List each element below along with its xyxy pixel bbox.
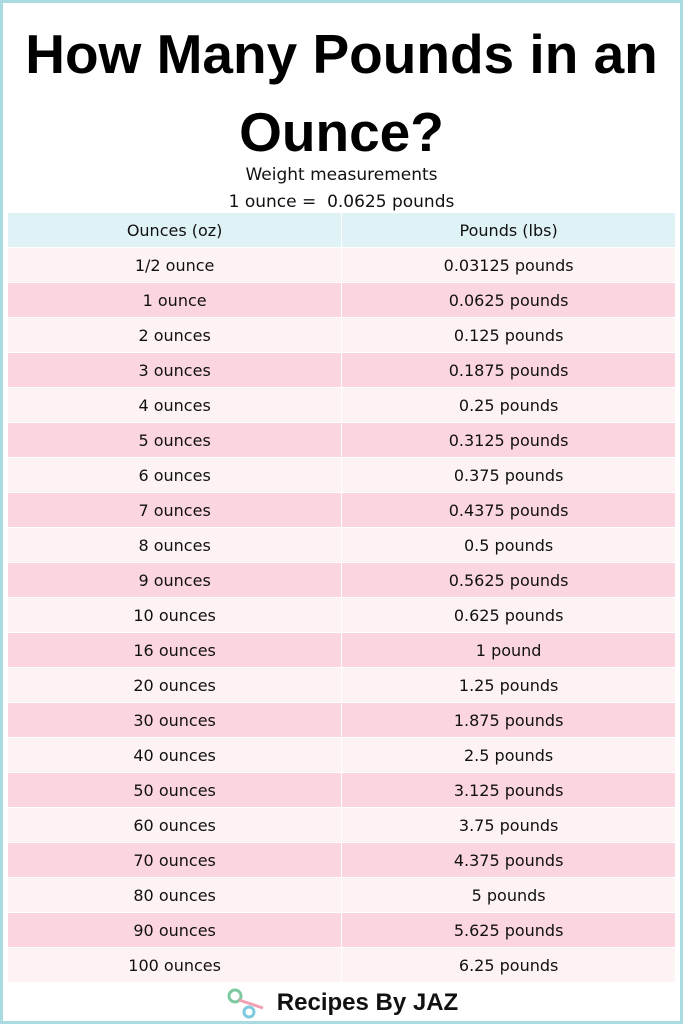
table-row: 80 ounces 5 pounds: [8, 877, 676, 913]
ounces-cell: 70 ounces: [8, 842, 343, 878]
pounds-cell: 0.25 pounds: [341, 387, 676, 423]
column-header: Ounces (oz): [8, 213, 343, 248]
table-row: 20 ounces 1.25 pounds: [8, 667, 676, 703]
formula: 1 ounce = 0.0625 pounds: [228, 192, 455, 212]
ounces-cell: 1 ounce: [8, 282, 343, 318]
header-row: Ounces (oz) Pounds (lbs): [8, 213, 676, 248]
pounds-cell: 0.0625 pounds: [341, 282, 676, 318]
ounces-cell: 90 ounces: [8, 912, 343, 948]
pounds-cell: 1.875 pounds: [341, 702, 676, 738]
table-row: 1/2 ounce 0.03125 pounds: [8, 247, 676, 283]
table-row: 2 ounces 0.125 pounds: [8, 317, 676, 353]
ounces-cell: 3 ounces: [8, 352, 343, 388]
ounces-cell: 7 ounces: [8, 492, 343, 528]
table-row: 100 ounces 6.25 pounds: [8, 947, 676, 983]
pounds-cell: 0.625 pounds: [341, 597, 676, 633]
ounces-cell: 4 ounces: [8, 387, 343, 423]
table-row: 50 ounces 3.125 pounds: [8, 772, 676, 808]
table-row: 10 ounces 0.625 pounds: [8, 597, 676, 633]
ounces-cell: 50 ounces: [8, 772, 343, 808]
table-row: 90 ounces 5.625 pounds: [8, 912, 676, 948]
subtitle: Weight measurements: [245, 165, 438, 185]
table-row: 3 ounces 0.1875 pounds: [8, 352, 676, 388]
pounds-cell: 4.375 pounds: [341, 842, 676, 878]
ounces-cell: 80 ounces: [8, 877, 343, 913]
pounds-cell: 0.375 pounds: [341, 457, 676, 493]
ounces-cell: 6 ounces: [8, 457, 343, 493]
ounces-cell: 60 ounces: [8, 807, 343, 843]
table-row: 6 ounces 0.375 pounds: [8, 457, 676, 493]
pounds-cell: 2.5 pounds: [341, 737, 676, 773]
table-row: 8 ounces 0.5 pounds: [8, 527, 676, 563]
table-row: 60 ounces 3.75 pounds: [8, 807, 676, 843]
table-row: 4 ounces 0.25 pounds: [8, 387, 676, 423]
table-row: 70 ounces 4.375 pounds: [8, 842, 676, 878]
footer: Recipes By JAZ: [3, 985, 680, 1021]
pounds-cell: 0.125 pounds: [341, 317, 676, 353]
table-row: 40 ounces 2.5 pounds: [8, 737, 676, 773]
pounds-cell: 6.25 pounds: [341, 947, 676, 983]
pounds-cell: 1.25 pounds: [341, 667, 676, 703]
pounds-cell: 5.625 pounds: [341, 912, 676, 948]
ounces-cell: 8 ounces: [8, 527, 343, 563]
pounds-cell: 0.03125 pounds: [341, 247, 676, 283]
table-row: 9 ounces 0.5625 pounds: [8, 562, 676, 598]
ounces-cell: 1/2 ounce: [8, 247, 343, 283]
ounces-cell: 20 ounces: [8, 667, 343, 703]
title: How Many Pounds in an Ounce?: [25, 23, 658, 163]
ounces-cell: 16 ounces: [8, 632, 343, 668]
table-row: 7 ounces 0.4375 pounds: [8, 492, 676, 528]
column-header: Pounds (lbs): [341, 213, 676, 248]
pounds-cell: 0.5625 pounds: [341, 562, 676, 598]
ounces-cell: 10 ounces: [8, 597, 343, 633]
ounces-cell: 30 ounces: [8, 702, 343, 738]
brand: Recipes By JAZ: [276, 989, 459, 1016]
pounds-cell: 5 pounds: [341, 877, 676, 913]
ounces-cell: 100 ounces: [8, 947, 343, 983]
conversion-table: Ounces (oz) Pounds (lbs) 1/2 ounce 0.0312…: [8, 213, 676, 983]
logo-icon: [227, 988, 264, 1019]
pounds-cell: 3.75 pounds: [341, 807, 676, 843]
table-row: 1 ounce 0.0625 pounds: [8, 282, 676, 318]
pounds-cell: 0.4375 pounds: [341, 492, 676, 528]
table-row: 30 ounces 1.875 pounds: [8, 702, 676, 738]
ounces-cell: 2 ounces: [8, 317, 343, 353]
ounces-cell: 5 ounces: [8, 422, 343, 458]
pounds-cell: 3.125 pounds: [341, 772, 676, 808]
ounces-cell: 9 ounces: [8, 562, 343, 598]
table-row: 16 ounces 1 pound: [8, 632, 676, 668]
pounds-cell: 0.1875 pounds: [341, 352, 676, 388]
pounds-cell: 1 pound: [341, 632, 676, 668]
pounds-cell: 0.3125 pounds: [341, 422, 676, 458]
table-row: 5 ounces 0.3125 pounds: [8, 422, 676, 458]
ounces-cell: 40 ounces: [8, 737, 343, 773]
pounds-cell: 0.5 pounds: [341, 527, 676, 563]
